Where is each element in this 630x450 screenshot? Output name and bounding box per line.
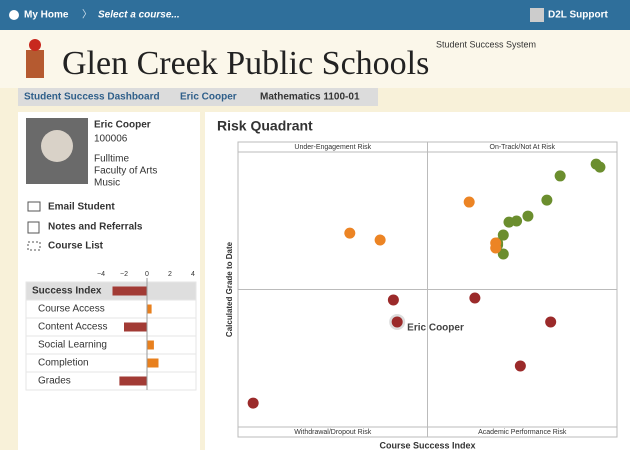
point <box>388 294 399 305</box>
category-label: Grades <box>38 376 71 387</box>
site-subtitle: Student Success System <box>436 39 536 49</box>
point <box>490 242 501 253</box>
x-tick-label: 0 <box>145 271 149 278</box>
point <box>541 195 552 206</box>
bar <box>147 305 152 314</box>
y-axis-label: Calculated Grade to Date <box>225 241 234 337</box>
student-program: Music <box>94 178 120 189</box>
action-link[interactable]: Notes and Referrals <box>48 222 143 233</box>
point <box>594 162 605 173</box>
bar <box>119 377 147 386</box>
bar <box>147 341 154 350</box>
photo-face <box>41 130 73 162</box>
point-label: Eric Cooper <box>407 323 464 334</box>
point <box>545 316 556 327</box>
x-tick-label: 4 <box>191 271 195 278</box>
point <box>248 398 259 409</box>
logo <box>26 50 44 78</box>
breadcrumb[interactable]: Eric Cooper <box>180 92 237 103</box>
point <box>392 316 403 327</box>
point <box>344 228 355 239</box>
x-tick-label: 2 <box>168 271 172 278</box>
quadrant-label: Under-Engagement Risk <box>294 144 371 151</box>
site-title: Glen Creek Public Schools <box>62 45 429 82</box>
bar <box>147 359 159 368</box>
x-tick-label: −2 <box>120 271 128 278</box>
user-menu[interactable]: D2L Support <box>548 10 608 21</box>
bar <box>113 287 148 296</box>
success-index-chart: −4 −2 0 2 4 Success Index Course Access Content… <box>26 271 196 390</box>
chart-title: Risk Quadrant <box>217 118 313 134</box>
quadrant-label: Withdrawal/Dropout Risk <box>294 429 372 436</box>
point <box>503 217 514 228</box>
nav-home[interactable]: My Home <box>24 10 69 21</box>
student-status: Fulltime <box>94 154 129 165</box>
quadrant-label: On-Track/Not At Risk <box>490 144 556 151</box>
point <box>555 170 566 181</box>
x-axis-label: Course Success Index <box>379 440 475 450</box>
nav-sep: 〉 <box>82 9 92 21</box>
action-link[interactable]: Course List <box>48 241 104 252</box>
student-faculty: Faculty of Arts <box>94 166 157 177</box>
home-icon <box>9 10 19 20</box>
point <box>522 211 533 222</box>
user-avatar <box>530 8 544 22</box>
course-selector[interactable]: Select a course... <box>98 10 180 21</box>
logo-apple <box>29 39 41 51</box>
x-tick-label: −4 <box>97 271 105 278</box>
student-name: Eric Cooper <box>94 120 151 131</box>
category-label: Content Access <box>38 322 107 333</box>
student-id: 100006 <box>94 134 128 145</box>
point <box>464 197 475 208</box>
category-label: Completion <box>38 358 89 369</box>
quadrant-label: Academic Performance Risk <box>478 429 567 436</box>
risk-quadrant-chart: Risk Quadrant Under-Engagement Risk On-Tra… <box>217 118 617 450</box>
point <box>469 293 480 304</box>
bar <box>124 323 147 332</box>
breadcrumb: Mathematics 1100-01 <box>260 92 360 103</box>
point <box>515 360 526 371</box>
action-link[interactable]: Email Student <box>48 202 115 213</box>
category-label: Success Index <box>32 286 102 297</box>
category-label: Social Learning <box>38 340 107 351</box>
point <box>375 235 386 246</box>
breadcrumb[interactable]: Student Success Dashboard <box>24 92 160 103</box>
page: My Home 〉 Select a course... D2L Support… <box>0 0 630 450</box>
category-label: Course Access <box>38 304 105 315</box>
